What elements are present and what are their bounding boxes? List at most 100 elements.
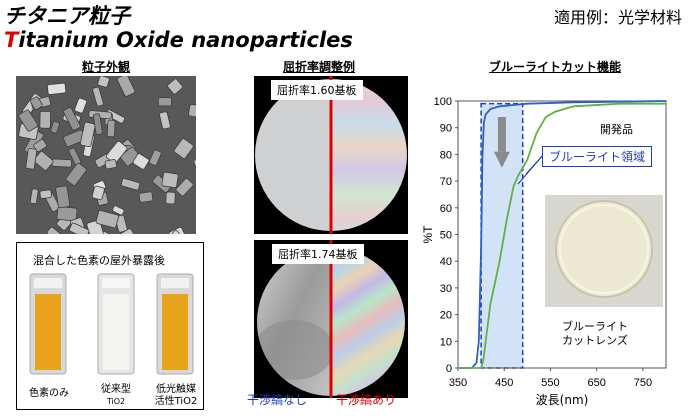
section-particles-heading: 粒子外観 — [82, 60, 131, 74]
x-tick-label: 350 — [449, 377, 467, 389]
title-japanese: チタニア粒子 — [4, 4, 130, 28]
sem-particle — [138, 191, 154, 203]
label-fringe: 干渉縞あり — [336, 393, 397, 407]
sem-particle — [159, 111, 171, 130]
title-english: Titanium Oxide nanoparticles — [4, 28, 353, 52]
cuvette-label-line1: 従来型 — [101, 384, 131, 395]
sem-particle — [51, 158, 72, 168]
sem-particle — [39, 189, 52, 199]
cuvette-conventional-tio2 — [94, 272, 138, 382]
sem-particle — [92, 113, 103, 135]
cuvette-label-dye-only: 色素のみ — [24, 388, 74, 400]
sem-particle — [80, 121, 96, 148]
label-refractive-1-60: 屈折率1.60基板 — [271, 80, 363, 100]
sem-particle — [167, 78, 183, 95]
sem-particle — [98, 230, 112, 234]
sem-particle — [65, 162, 87, 186]
blue-light-cut-lens-photo — [545, 195, 663, 307]
title-rest: itanium Oxide nanoparticles — [18, 28, 353, 52]
sem-particle — [175, 178, 194, 197]
cuvette-low-photocatalytic-tio2 — [153, 272, 197, 382]
y-tick-label: 80 — [440, 149, 452, 161]
x-tick-label: 750 — [634, 377, 652, 389]
sem-particle — [106, 119, 116, 138]
sem-particle — [74, 97, 88, 114]
lens-caption: ブルーライト カットレンズ — [562, 320, 628, 348]
sem-particle — [50, 121, 60, 134]
section-refractive-heading: 屈折率調整例 — [283, 60, 356, 74]
arrow-shaft — [497, 117, 506, 152]
sem-particle — [92, 86, 104, 107]
sem-particle — [165, 191, 176, 205]
x-axis-label: 波長(nm) — [536, 393, 589, 407]
sem-particle — [116, 76, 136, 97]
y-tick-label: 60 — [440, 203, 452, 215]
exposure-test-panel — [16, 242, 204, 410]
sem-particle — [47, 82, 67, 95]
usage-label: 適用例：光学材料 — [553, 8, 682, 27]
sem-particle — [46, 226, 66, 234]
series-line-2 — [458, 102, 666, 369]
lens-caption-line1: ブルーライト — [562, 320, 628, 333]
sem-micrograph — [16, 76, 196, 234]
sem-particle — [157, 97, 172, 107]
sem-particle — [63, 107, 81, 131]
sem-particle — [95, 210, 119, 229]
sem-particle — [188, 104, 196, 118]
sem-particle — [97, 76, 110, 88]
y-tick-label: 10 — [440, 336, 452, 348]
sem-particle — [33, 139, 47, 152]
sem-particle — [69, 222, 90, 234]
sem-particle — [29, 188, 39, 205]
section-bluelight-heading: ブルーライトカット機能 — [489, 60, 622, 74]
y-tick-label: 20 — [440, 310, 452, 322]
blue-light-region-callout: ブルーライト領域 — [542, 146, 653, 167]
y-tick-label: 90 — [440, 123, 452, 135]
sem-particle — [104, 159, 117, 170]
y-tick-label: 30 — [440, 283, 452, 295]
y-tick-label: 70 — [440, 176, 452, 188]
sem-particle — [29, 96, 43, 110]
cuvette-label-low-photocatalytic: 低光触媒 活性TiO2 — [146, 384, 206, 408]
y-tick-label: 0 — [446, 363, 452, 375]
y-tick-label: 100 — [434, 96, 452, 108]
sem-particle — [114, 214, 128, 233]
sem-particle — [120, 178, 141, 191]
sem-particle — [56, 206, 78, 222]
sem-particle — [148, 149, 162, 166]
exposure-caption: 混合した色素の屋外暴露後 — [33, 254, 165, 267]
x-tick-label: 550 — [541, 377, 559, 389]
title-first-letter: T — [4, 28, 19, 52]
sem-particle — [112, 228, 137, 234]
lens-photo-1-60 — [254, 76, 408, 234]
cuvette-label-line2: 活性TiO2 — [154, 396, 198, 407]
transmittance-chart: 0 10 20 30 40 50 60 70 80 90 100 350 450 550 650 750 %T 波… — [421, 96, 667, 407]
x-tick-label: 450 — [495, 377, 513, 389]
lens-photo-1-74 — [254, 240, 408, 398]
sem-particle — [39, 110, 51, 129]
y-axis-label: %T — [421, 225, 435, 244]
sem-particle — [167, 230, 180, 234]
x-tick-label: 650 — [587, 377, 605, 389]
sem-particle — [161, 171, 179, 189]
cuvette-dye-only — [26, 272, 70, 382]
sem-particle — [18, 109, 38, 132]
cuvette-label-line1: 低光触媒 — [156, 384, 196, 395]
sem-particle — [132, 153, 150, 170]
arrow-head — [493, 151, 510, 168]
sem-particle — [173, 138, 194, 159]
label-refractive-1-74: 屈折率1.74基板 — [272, 244, 364, 264]
sem-particle — [25, 148, 38, 170]
callout-leader-2 — [517, 153, 545, 185]
label-no-fringe: 干渉縞なし — [247, 393, 308, 407]
label-developed-product: 開発品 — [600, 123, 633, 136]
y-tick-label: 50 — [440, 230, 452, 242]
sem-particle — [112, 205, 125, 216]
sem-particle — [33, 151, 54, 171]
cuvette-label-conventional: 従来型 TiO2 — [88, 384, 144, 408]
cuvette-label-line1: 色素のみ — [29, 388, 69, 399]
series-line-1 — [458, 100, 667, 369]
cuvette-label-line2: TiO2 — [106, 397, 126, 406]
sem-particle — [55, 185, 71, 209]
sem-particle — [86, 219, 106, 234]
